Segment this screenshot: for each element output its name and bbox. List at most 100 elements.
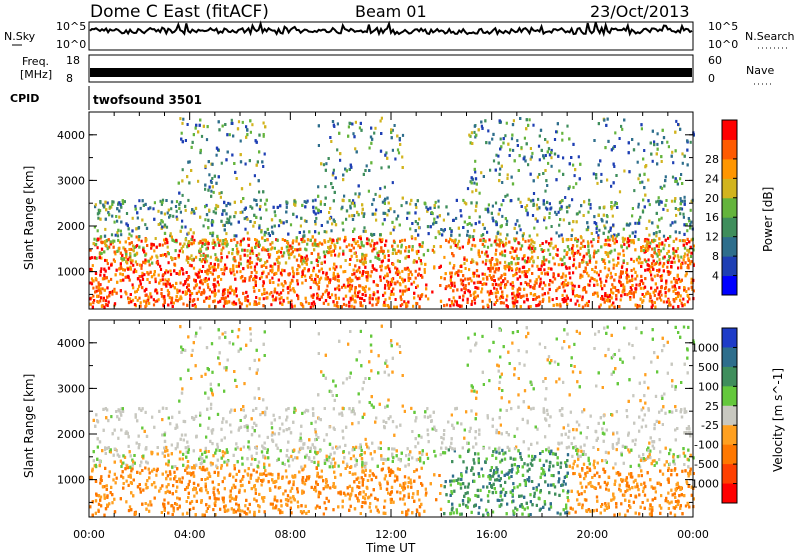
- rti-cell: [637, 177, 639, 180]
- rti-cell: [380, 132, 382, 135]
- rti-cell: [600, 173, 602, 176]
- rti-cell: [461, 288, 463, 291]
- rti-cell: [373, 132, 375, 135]
- rti-cell: [471, 244, 473, 247]
- rti-cell: [556, 254, 558, 257]
- rti-cell: [92, 295, 94, 298]
- rti-cell: [506, 233, 508, 236]
- rti-cell: [576, 220, 578, 223]
- rti-cell: [204, 188, 206, 191]
- rti-cell: [144, 254, 146, 257]
- rti-cell: [209, 232, 211, 235]
- rti-cell: [213, 210, 215, 213]
- rti-cell: [500, 138, 502, 141]
- rti-cell: [515, 262, 517, 265]
- rti-cell: [412, 305, 414, 308]
- rti-cell: [393, 210, 395, 213]
- rti-cell: [529, 235, 531, 238]
- rti-cell: [386, 280, 388, 283]
- rti-cell: [249, 257, 251, 260]
- rti-cell: [247, 232, 249, 235]
- rti-cell: [497, 269, 499, 272]
- rti-cell: [366, 279, 368, 282]
- rti-cell: [349, 263, 351, 266]
- rti-cell: [576, 300, 578, 303]
- rti-cell: [172, 215, 174, 218]
- rti-cell: [673, 240, 675, 243]
- rti-cell: [629, 298, 631, 301]
- rti-cell: [312, 206, 314, 209]
- rti-cell: [261, 265, 263, 268]
- rti-cell: [450, 279, 452, 282]
- rti-cell: [167, 246, 169, 249]
- rti-cell: [216, 154, 218, 157]
- rti-cell: [146, 227, 148, 230]
- rti-cell: [418, 218, 420, 221]
- rti-cell: [207, 219, 209, 222]
- rti-cell: [662, 208, 664, 211]
- rti-cell: [569, 276, 571, 279]
- rti-cell: [482, 233, 484, 236]
- rti-cell: [249, 183, 251, 186]
- rti-cell: [278, 256, 280, 259]
- rti-cell: [385, 266, 387, 269]
- rti-cell: [256, 254, 258, 257]
- rti-cell: [312, 235, 314, 238]
- rti-cell: [269, 293, 271, 296]
- rti-cell: [381, 265, 383, 268]
- rti-cell: [623, 228, 625, 231]
- rti-cell: [94, 291, 96, 294]
- rti-cell: [233, 293, 235, 296]
- rti-cell: [104, 289, 106, 292]
- rti-cell: [262, 304, 264, 307]
- rti-cell: [196, 292, 198, 295]
- rti-cell: [495, 235, 497, 238]
- rti-cell: [223, 289, 225, 292]
- rti-cell: [547, 249, 549, 252]
- rti-cell: [305, 220, 307, 223]
- rti-cell: [640, 261, 642, 264]
- rti-cell: [100, 267, 102, 270]
- rti-cell: [675, 238, 677, 241]
- rti-cell: [513, 119, 515, 122]
- rti-cell: [399, 240, 401, 243]
- rti-cell: [526, 204, 528, 207]
- rti-cell: [247, 254, 249, 257]
- rti-cell: [637, 206, 639, 209]
- rti-cell: [525, 127, 527, 130]
- rti-cell: [651, 248, 653, 251]
- rti-cell: [321, 243, 323, 246]
- rti-cell: [670, 261, 672, 264]
- rti-cell: [632, 207, 634, 210]
- rti-cell: [424, 202, 426, 205]
- rti-cell: [263, 264, 265, 267]
- rti-cell: [144, 223, 146, 226]
- rti-cell: [394, 282, 396, 285]
- rti-cell: [337, 122, 339, 125]
- rti-cell: [446, 304, 448, 307]
- rti-cell: [504, 134, 506, 137]
- rti-cell: [104, 235, 106, 238]
- rti-cell: [628, 151, 630, 154]
- rti-cell: [255, 296, 257, 299]
- rti-cell: [607, 236, 609, 239]
- rti-cell: [197, 276, 199, 279]
- rti-cell: [238, 265, 240, 268]
- rti-cell: [654, 294, 656, 297]
- rti-cell: [331, 293, 333, 296]
- rti-cell: [390, 128, 392, 131]
- rti-cell: [575, 267, 577, 270]
- rti-cell: [276, 291, 278, 294]
- rti-cell: [233, 290, 235, 293]
- rti-cell: [254, 174, 256, 177]
- rti-cell: [352, 295, 354, 298]
- rti-cell: [448, 298, 450, 301]
- nsearch-tick-bottom: 10^0: [708, 38, 738, 51]
- rti-cell: [544, 216, 546, 219]
- rti-cell: [608, 305, 610, 308]
- rti-cell: [596, 271, 598, 274]
- rti-cell: [626, 246, 628, 249]
- rti-cell: [415, 277, 417, 280]
- rti-cell: [524, 137, 526, 140]
- rti-cell: [473, 293, 475, 296]
